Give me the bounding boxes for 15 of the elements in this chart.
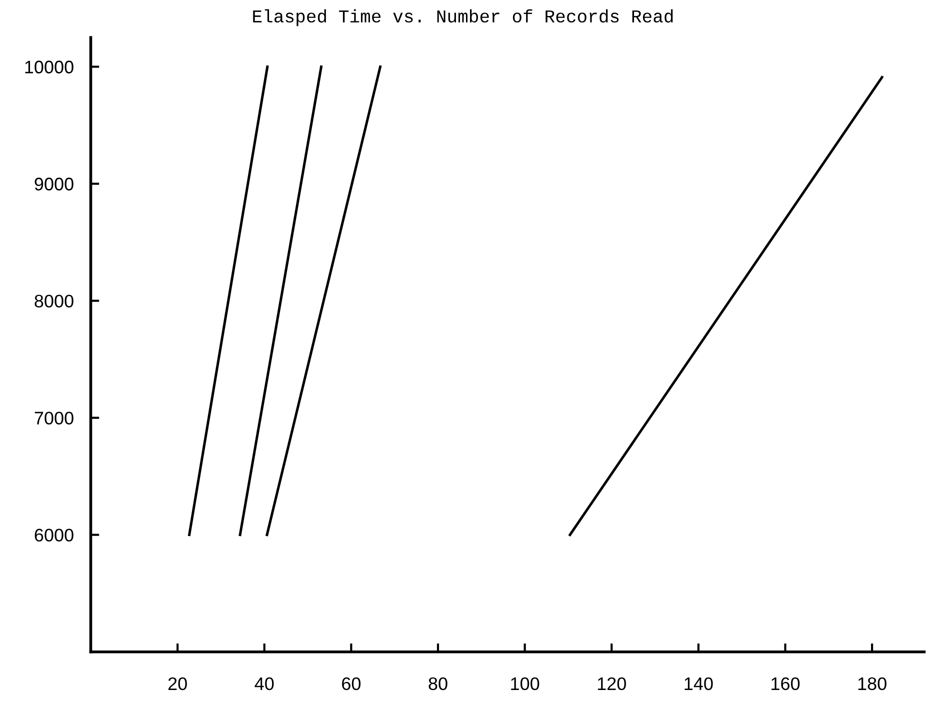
y-tick-label: 6000 [34,528,74,542]
x-tick-label: 20 [168,677,187,690]
y-tick-label: 9000 [34,178,74,190]
x-tick-label: 180 [858,677,886,690]
y-tick-label: 8000 [34,294,74,308]
x-tick-label: 100 [511,677,540,690]
chart-title: Elasped Time vs. Number of Records Read [253,9,673,26]
x-tick-label: 140 [684,677,713,690]
x-tick-label: 120 [598,677,626,690]
y-tick-label: 10000 [25,60,74,74]
x-tick-label: 40 [254,677,274,690]
x-tick-label: 80 [428,677,448,690]
y-tick-label: 7000 [34,412,74,425]
x-tick-label: 60 [342,677,361,690]
x-tick-label: 160 [772,677,800,690]
